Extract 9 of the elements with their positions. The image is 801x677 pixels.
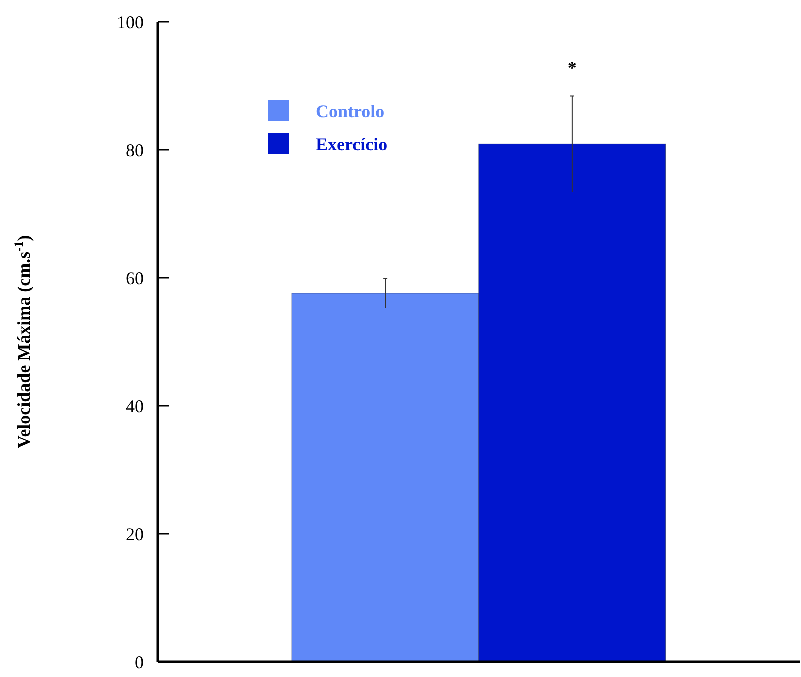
y-tick-label: 20: [126, 524, 144, 544]
y-tick-label: 60: [126, 268, 144, 288]
y-tick-label: 80: [126, 140, 144, 160]
y-tick-label: 0: [135, 652, 144, 672]
legend-label: Exercício: [316, 134, 388, 154]
legend-label: Controlo: [316, 101, 385, 122]
y-tick-label: 40: [126, 396, 144, 416]
annotation: *: [568, 58, 577, 78]
y-tick-label: 100: [117, 12, 144, 32]
